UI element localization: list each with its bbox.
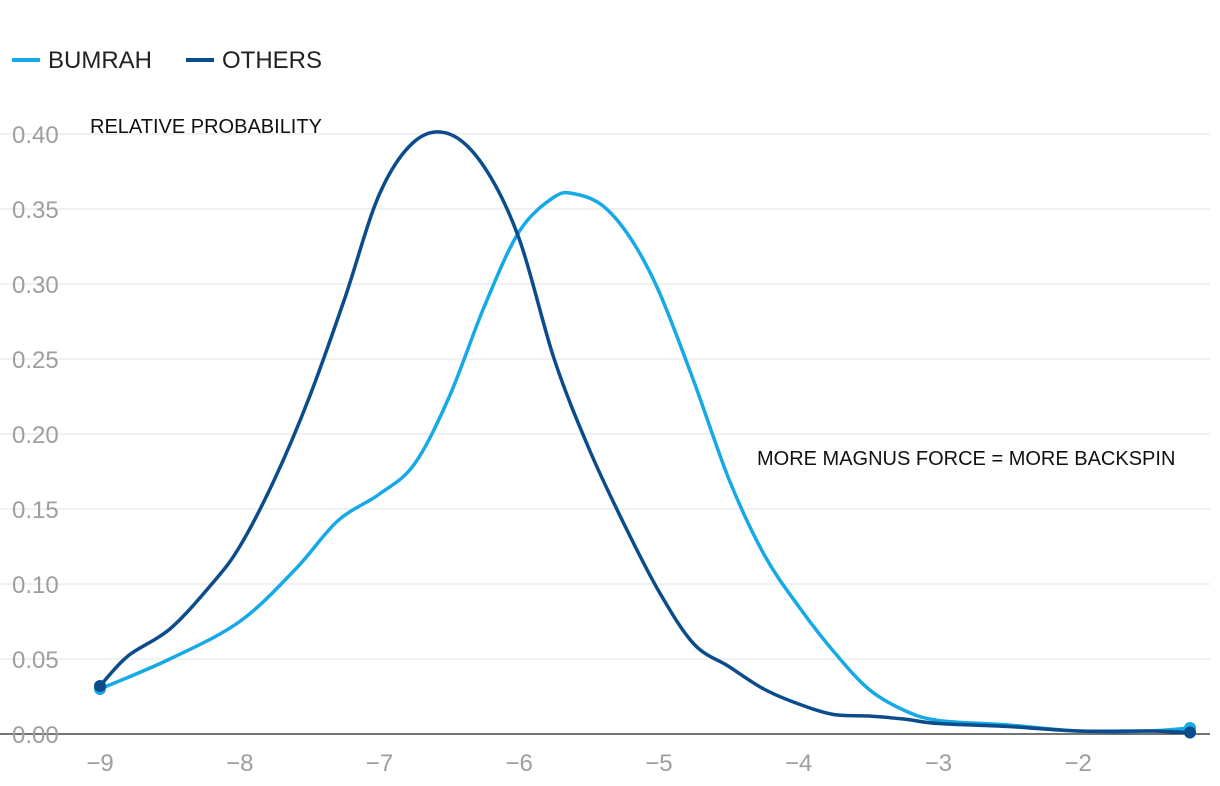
x-tick-label: −8	[226, 750, 253, 777]
x-tick-label: −9	[86, 750, 113, 777]
annotation-magnus: MORE MAGNUS FORCE = MORE BACKSPIN	[757, 448, 1175, 470]
x-tick-label: −3	[925, 750, 952, 777]
y-tick-label: 0.05	[12, 647, 59, 674]
x-tick-label: −5	[645, 750, 672, 777]
series-lines	[94, 130, 1196, 739]
y-tick-label: 0.10	[12, 572, 59, 599]
y-tick-label: 0.15	[12, 497, 59, 524]
series-endpoint-others-start	[94, 680, 106, 692]
x-tick-label: −4	[785, 750, 812, 777]
y-tick-label: 0.35	[12, 197, 59, 224]
legend: BUMRAH OTHERS	[12, 47, 322, 74]
x-tick-label: −6	[506, 750, 533, 777]
legend-label-others: OTHERS	[222, 47, 322, 74]
x-tick-label: −7	[366, 750, 393, 777]
series-line-others	[98, 130, 1192, 735]
y-tick-label: 0.30	[12, 272, 59, 299]
series-line-bumrah	[98, 190, 1192, 734]
legend-label-bumrah: BUMRAH	[48, 47, 152, 74]
y-axis-ticks: 0.00 0.05 0.10 0.15 0.20 0.25 0.30 0.35 0.40	[12, 122, 59, 749]
y-tick-label: 0.40	[12, 122, 59, 149]
x-tick-label: −2	[1065, 750, 1092, 777]
x-axis-ticks: −9 −8 −7 −6 −5 −4 −3 −2	[86, 750, 1092, 777]
y-tick-label: 0.00	[12, 722, 59, 749]
y-tick-label: 0.20	[12, 422, 59, 449]
y-tick-label: 0.25	[12, 347, 59, 374]
series-endpoint-others-end	[1184, 726, 1196, 739]
y-axis-label: RELATIVE PROBABILITY	[90, 116, 322, 138]
gridlines	[0, 133, 1210, 735]
